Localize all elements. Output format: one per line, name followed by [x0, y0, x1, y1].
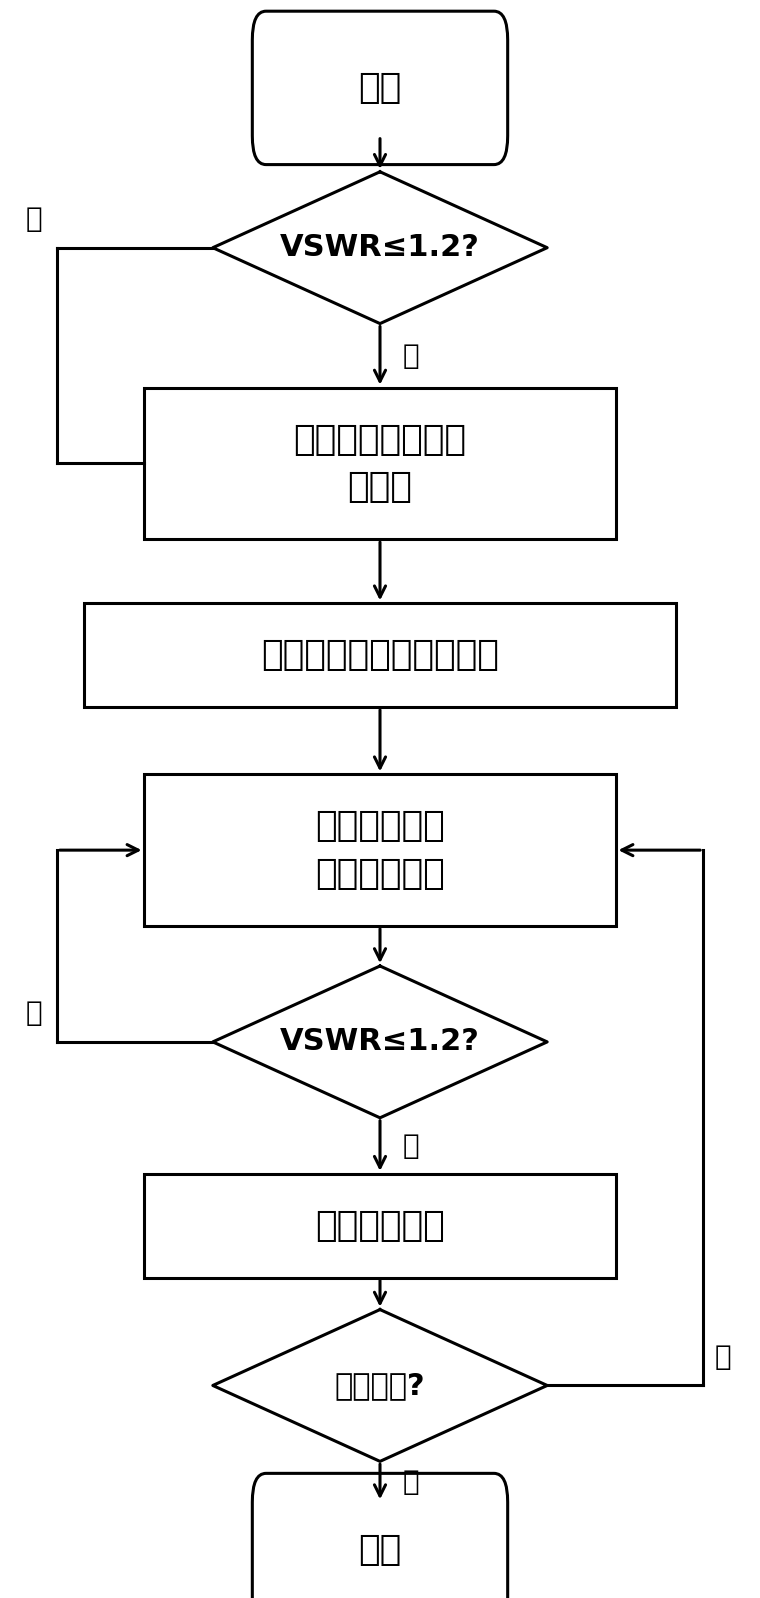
- Text: 否: 否: [714, 1342, 731, 1371]
- Text: 计算模拟匹配
时的反射系数: 计算模拟匹配 时的反射系数: [315, 809, 445, 892]
- Text: 是: 是: [403, 1467, 420, 1496]
- Polygon shape: [213, 965, 547, 1119]
- Bar: [144, 388, 616, 540]
- Text: 是: 是: [403, 1131, 420, 1160]
- Polygon shape: [213, 173, 547, 323]
- Bar: [84, 602, 676, 706]
- Text: 调整销钉位置: 调整销钉位置: [315, 1208, 445, 1243]
- Text: VSWR≤1.2?: VSWR≤1.2?: [280, 233, 480, 262]
- Text: VSWR≤1.2?: VSWR≤1.2?: [280, 1028, 480, 1056]
- Text: 检测反射系数和销
钉深度: 检测反射系数和销 钉深度: [293, 422, 467, 505]
- FancyBboxPatch shape: [252, 1473, 508, 1598]
- Polygon shape: [213, 1310, 547, 1461]
- FancyBboxPatch shape: [252, 11, 508, 165]
- Text: 计算等效电容和负载阻抗: 计算等效电容和负载阻抗: [261, 638, 499, 673]
- Text: 否: 否: [25, 999, 42, 1028]
- Text: 否: 否: [403, 342, 420, 369]
- Text: 开始: 开始: [359, 70, 401, 105]
- Text: 是: 是: [25, 205, 42, 233]
- Bar: [144, 773, 616, 925]
- Bar: [144, 1173, 616, 1278]
- Text: 结束: 结束: [359, 1532, 401, 1568]
- Text: 匹配结束?: 匹配结束?: [334, 1371, 426, 1400]
